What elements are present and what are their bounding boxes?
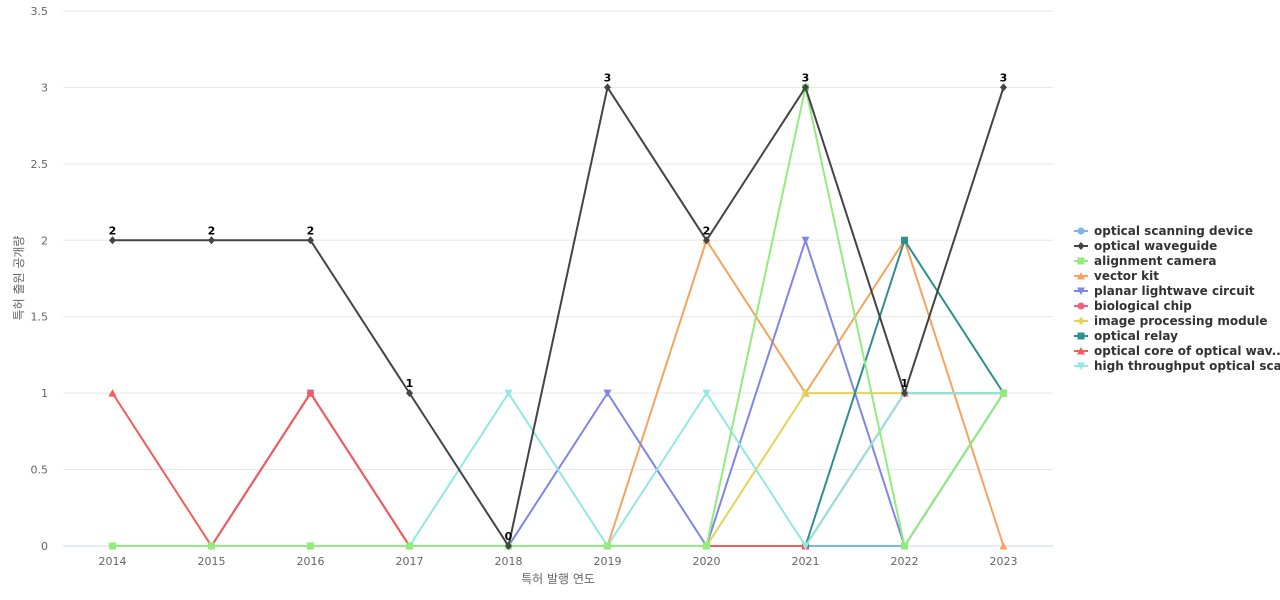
data-point: [604, 83, 611, 92]
legend-label: alignment camera: [1094, 254, 1216, 268]
data-label: 0: [505, 530, 513, 543]
data-point: [109, 236, 116, 245]
legend-item-high-throughput-optical-sca[interactable]: high throughput optical sca...: [1074, 359, 1280, 373]
data-label: 1: [901, 377, 909, 390]
data-point: [505, 542, 512, 550]
legend-item-planar-lightwave-circuit[interactable]: planar lightwave circuit: [1074, 284, 1255, 298]
data-point: [703, 236, 710, 245]
data-label: 1: [406, 377, 414, 390]
y-tick-label: 0: [41, 540, 48, 553]
legend-label: optical relay: [1094, 329, 1178, 343]
data-point: [307, 542, 314, 550]
data-labels: 2 2 2 1 0 3 2 3 1 3: [109, 71, 1008, 543]
legend-symbol: [1077, 287, 1085, 295]
legend-symbol: [1077, 302, 1085, 310]
y-tick-label: 0.5: [31, 464, 49, 477]
x-tick-label: 2022: [891, 555, 919, 568]
data-point: [703, 542, 710, 550]
data-point: [801, 542, 810, 550]
gridlines: [63, 10, 1053, 547]
x-tick-label: 2021: [792, 555, 820, 568]
data-point: [306, 389, 315, 397]
data-point: [406, 389, 413, 398]
legend-item-optical-core-of-optical-wav[interactable]: optical core of optical wav...: [1074, 344, 1280, 358]
data-point: [901, 389, 908, 398]
series-optical-waveguide: [109, 83, 1007, 550]
legend-item-biological-chip[interactable]: biological chip: [1074, 299, 1192, 313]
data-label: 2: [208, 224, 216, 237]
data-point: [208, 236, 215, 245]
data-point: [504, 389, 513, 398]
x-tick-label: 2020: [693, 555, 721, 568]
legend-symbol: [1077, 257, 1085, 265]
series-lines: [108, 83, 1008, 550]
legend-symbol: [1077, 317, 1085, 325]
y-tick-label: 2.5: [31, 158, 49, 171]
legend-label: optical scanning device: [1094, 224, 1253, 238]
data-label: 2: [109, 224, 117, 237]
data-point: [801, 236, 810, 245]
data-point: [999, 542, 1008, 550]
legend-item-alignment-camera[interactable]: alignment camera: [1074, 254, 1216, 268]
legend-item-optical-relay[interactable]: optical relay: [1074, 329, 1178, 343]
legend-label: biological chip: [1094, 299, 1192, 313]
legend-item-image-processing-module[interactable]: image processing module: [1074, 314, 1267, 328]
legend-symbol: [1077, 227, 1085, 235]
data-point: [901, 542, 908, 550]
x-tick-label: 2019: [594, 555, 622, 568]
legend-item-optical-waveguide[interactable]: optical waveguide: [1074, 239, 1217, 253]
legend-label: high throughput optical sca...: [1094, 359, 1280, 373]
x-tick-label: 2016: [297, 555, 325, 568]
data-label: 3: [802, 71, 810, 84]
data-point: [109, 542, 116, 550]
data-label: 3: [1000, 71, 1008, 84]
series-line: [111, 86, 1005, 547]
legend-symbol: [1077, 362, 1085, 370]
data-point: [108, 389, 117, 397]
legend-label: vector kit: [1094, 269, 1159, 283]
data-label: 2: [307, 224, 315, 237]
data-point: [603, 389, 612, 398]
legend-symbol: [1077, 242, 1085, 250]
data-point: [802, 389, 809, 398]
data-point: [901, 236, 908, 244]
x-tick-label: 2014: [99, 555, 127, 568]
x-tick-label: 2023: [990, 555, 1018, 568]
data-point: [406, 542, 413, 550]
x-tick-label: 2018: [495, 555, 523, 568]
legend-symbol: [1077, 347, 1085, 355]
axes: 0 0.5 1 1.5 2 2.5 3 3.5 2014 2015 2016 2017 2018 2019…: [31, 5, 1053, 568]
data-point: [1000, 389, 1007, 397]
series-line: [111, 86, 1005, 547]
data-point: [1000, 83, 1007, 92]
legend-label: image processing module: [1094, 314, 1267, 328]
legend-label: optical waveguide: [1094, 239, 1217, 253]
legend-item-optical-scanning-device[interactable]: optical scanning device: [1074, 224, 1253, 238]
legend-label: planar lightwave circuit: [1094, 284, 1255, 298]
data-label: 2: [703, 224, 711, 237]
y-tick-label: 1.5: [31, 311, 49, 324]
legend-symbol: [1077, 272, 1085, 280]
y-tick-label: 3: [41, 81, 48, 94]
legend-item-vector-kit[interactable]: vector kit: [1074, 269, 1159, 283]
data-point: [604, 542, 611, 550]
y-tick-label: 2: [41, 234, 48, 247]
y-axis-title: 특허 출원 공개량: [12, 236, 26, 321]
x-tick-label: 2015: [198, 555, 226, 568]
legend-label: optical core of optical wav...: [1094, 344, 1280, 358]
x-tick-label: 2017: [396, 555, 424, 568]
data-point: [307, 236, 314, 245]
legend-symbol: [1077, 332, 1085, 340]
data-point: [702, 389, 711, 398]
data-label: 3: [604, 71, 612, 84]
data-point: [802, 83, 809, 92]
y-tick-label: 1: [41, 387, 48, 400]
y-tick-label: 3.5: [31, 5, 49, 18]
x-axis-title: 특허 발행 연도: [521, 571, 595, 586]
data-point: [208, 542, 215, 550]
